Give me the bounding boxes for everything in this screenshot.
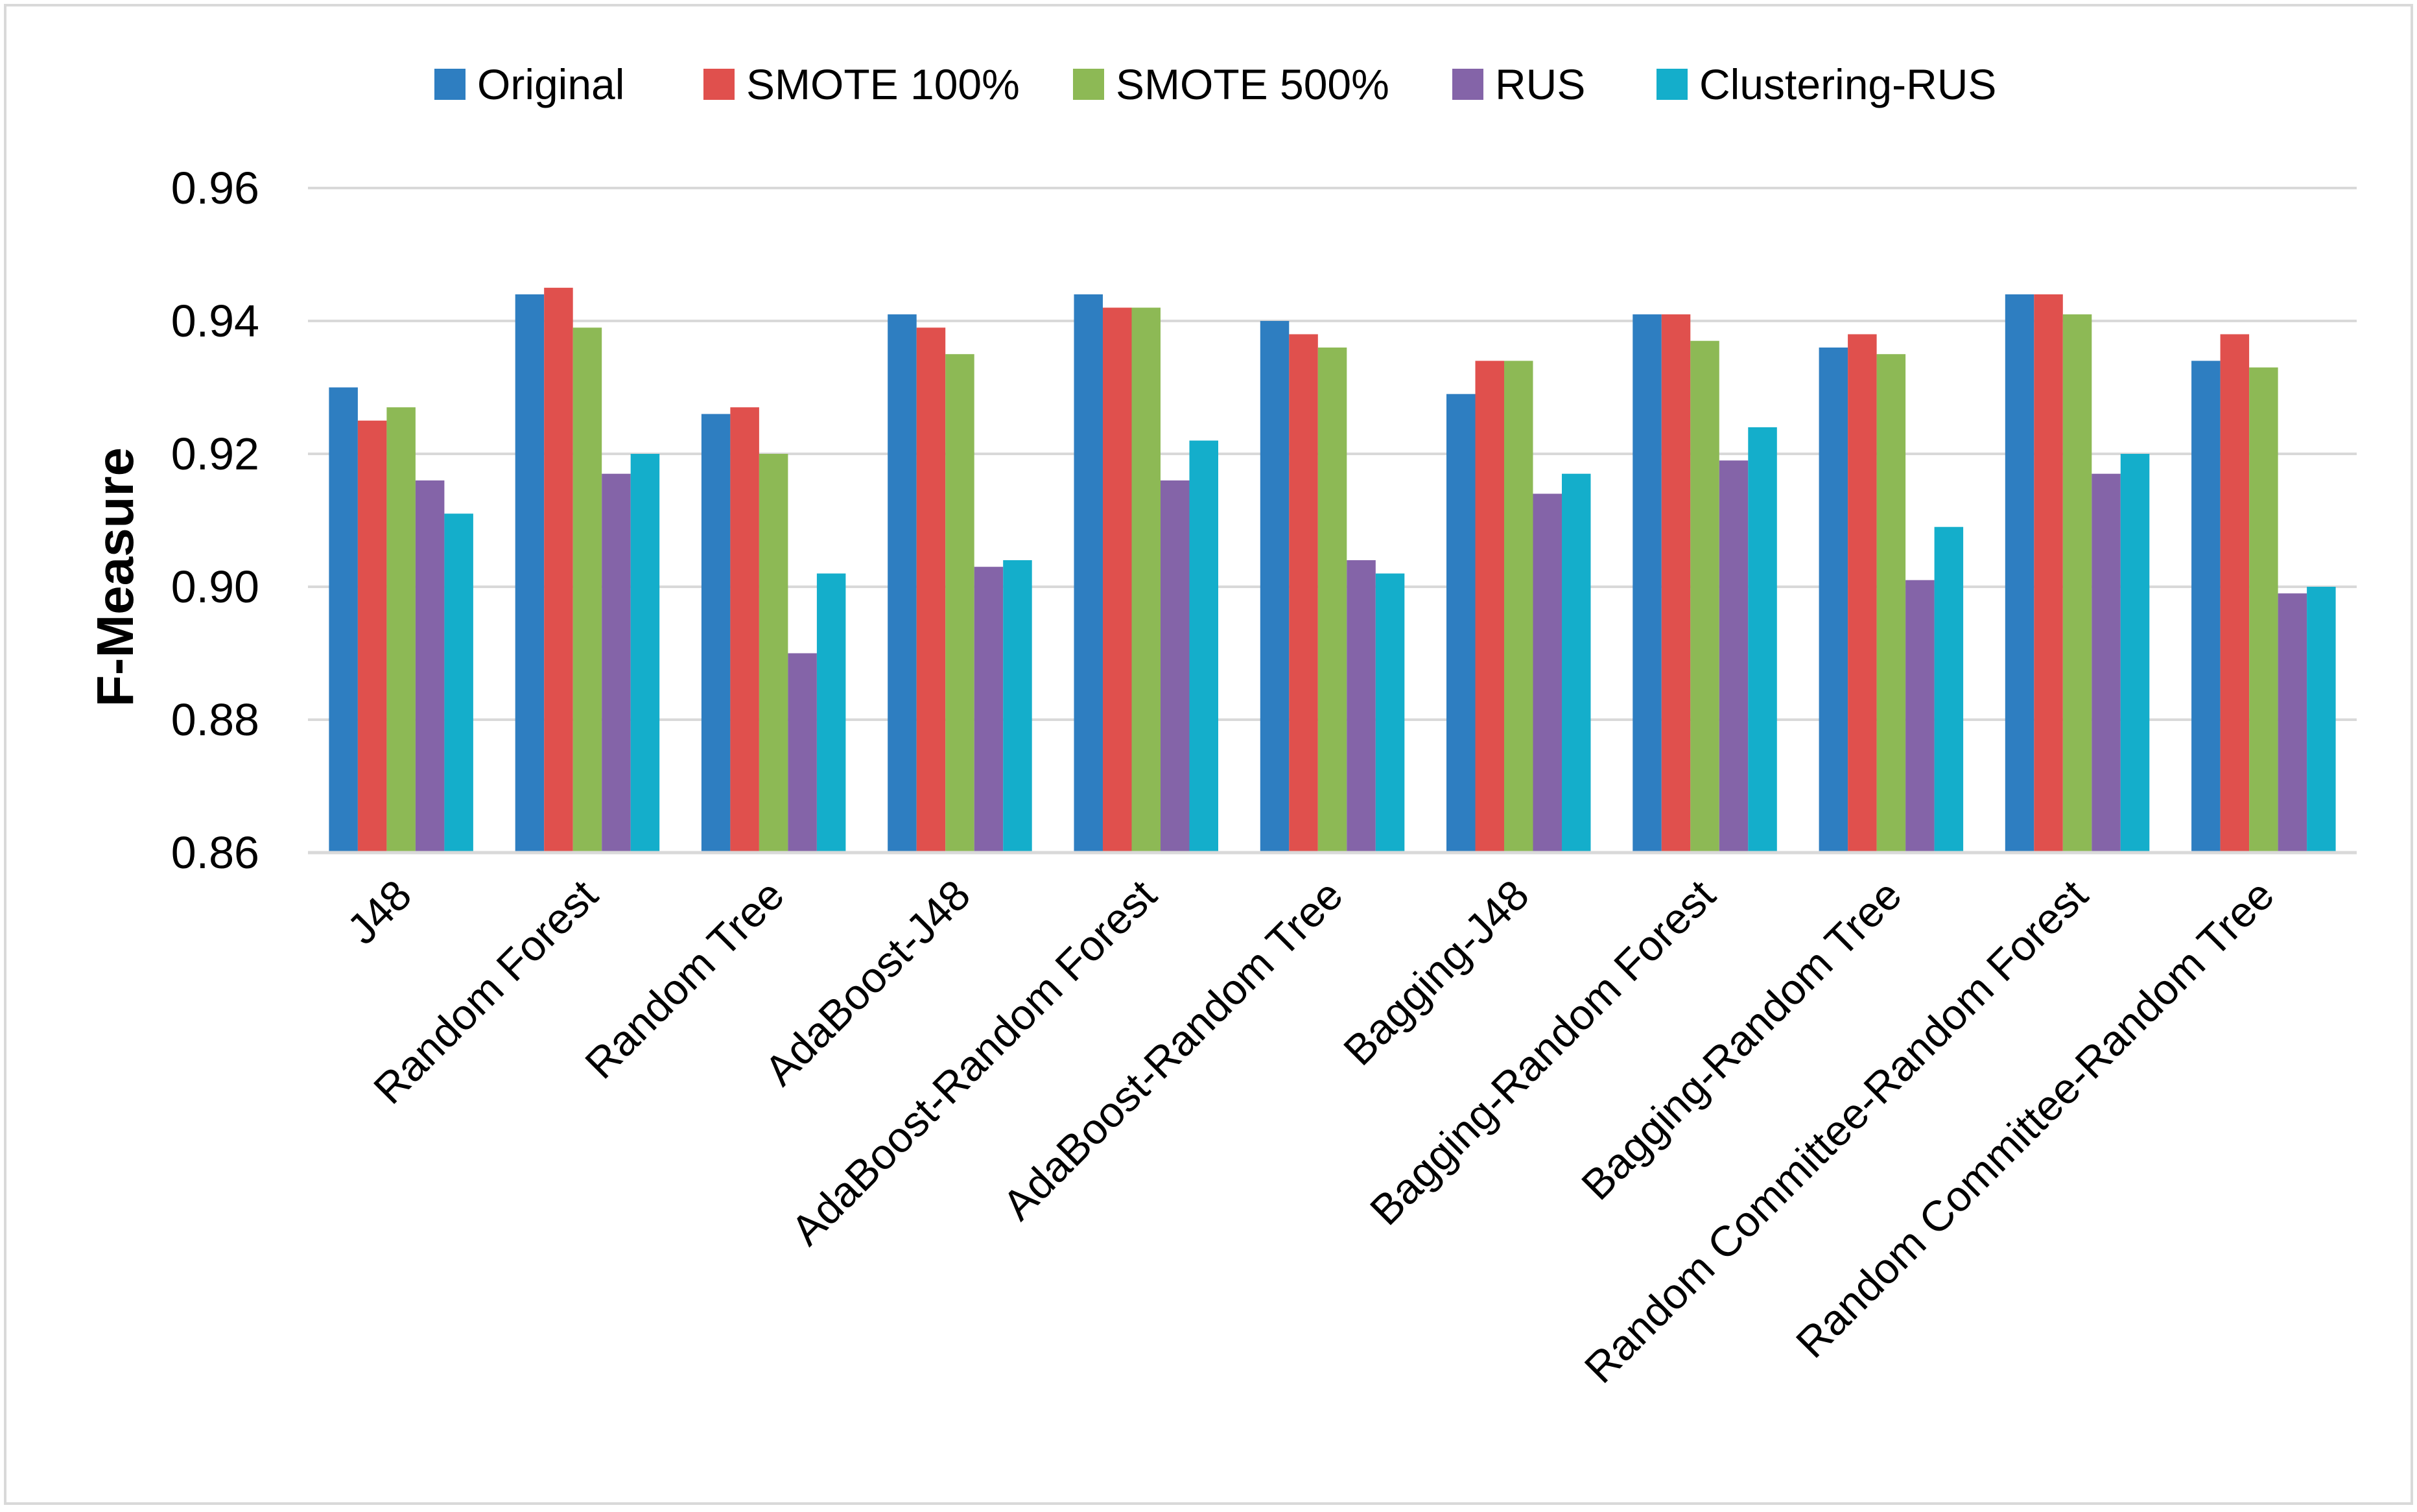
bar-original-5 (1260, 321, 1290, 853)
y-tick-label: 0.90 (171, 561, 259, 612)
bar-smote-100--7 (1661, 314, 1691, 853)
bar-clustering-rus-3 (1003, 560, 1032, 853)
bar-smote-500--0 (386, 407, 416, 853)
bar-original-1 (515, 294, 545, 853)
bar-smote-500--5 (1317, 348, 1347, 853)
y-tick-label: 0.96 (171, 163, 259, 213)
y-axis-label: F-Measure (86, 447, 144, 707)
legend-label: Clustering-RUS (1699, 60, 1996, 108)
legend-label: RUS (1495, 60, 1585, 108)
bar-rus-0 (415, 480, 445, 853)
bar-rus-1 (602, 473, 631, 853)
bar-smote-500--3 (945, 354, 974, 853)
bar-original-4 (1074, 294, 1103, 853)
bar-smote-500--10 (2249, 367, 2278, 853)
bar-original-7 (1633, 314, 1662, 853)
bar-original-0 (329, 387, 358, 853)
bar-original-3 (888, 314, 917, 853)
bar-smote-100--6 (1475, 360, 1504, 853)
y-tick-label: 0.92 (171, 429, 259, 479)
legend-label: SMOTE 100% (746, 60, 1020, 108)
bar-clustering-rus-6 (1562, 473, 1591, 853)
y-tick-label: 0.86 (171, 827, 259, 878)
bar-rus-9 (2092, 473, 2121, 853)
bar-rus-10 (2278, 593, 2307, 853)
y-tick-label: 0.94 (171, 296, 259, 346)
bar-clustering-rus-10 (2307, 587, 2336, 853)
y-tick-label: 0.88 (171, 694, 259, 745)
bar-smote-100--3 (916, 327, 946, 853)
bar-original-9 (2005, 294, 2034, 853)
bar-original-10 (2191, 360, 2221, 853)
bar-original-8 (1819, 348, 1848, 853)
bar-smote-100--5 (1289, 334, 1318, 853)
bar-clustering-rus-2 (816, 573, 846, 853)
bars (329, 287, 2336, 853)
bar-rus-3 (974, 567, 1004, 853)
legend-label: Original (477, 60, 624, 108)
legend-swatch (434, 69, 466, 100)
bar-smote-100--1 (544, 287, 573, 853)
bar-smote-500--9 (2062, 314, 2092, 853)
bar-clustering-rus-0 (444, 514, 473, 853)
bar-clustering-rus-8 (1934, 526, 1964, 853)
bar-original-6 (1446, 394, 1476, 853)
legend-label: SMOTE 500% (1116, 60, 1389, 108)
bar-rus-4 (1161, 480, 1190, 853)
bar-smote-100--2 (730, 407, 759, 853)
bar-smote-500--8 (1876, 354, 1906, 853)
bar-rus-2 (788, 653, 817, 853)
bar-smote-100--0 (357, 420, 387, 853)
bar-smote-100--8 (1848, 334, 1877, 853)
legend-swatch (1073, 69, 1104, 100)
bar-smote-100--10 (2220, 334, 2250, 853)
bar-rus-6 (1533, 493, 1562, 853)
legend-swatch (1657, 69, 1688, 100)
bar-smote-500--6 (1504, 360, 1533, 853)
bar-clustering-rus-9 (2120, 454, 2150, 853)
bar-rus-7 (1719, 460, 1749, 853)
bar-smote-500--4 (1131, 307, 1161, 853)
bar-clustering-rus-4 (1189, 440, 1218, 853)
legend-swatch (703, 69, 735, 100)
legend-swatch (1452, 69, 1483, 100)
bar-clustering-rus-1 (630, 454, 660, 853)
bar-smote-500--1 (572, 327, 602, 853)
bar-original-2 (701, 414, 731, 853)
legend: Original SMOTE 100% SMOTE 500% RUS Clusterin… (434, 60, 1996, 108)
bar-smote-500--2 (759, 454, 788, 853)
bar-smote-100--9 (2034, 294, 2063, 853)
bar-rus-5 (1347, 560, 1376, 853)
bar-smote-500--7 (1690, 340, 1719, 853)
bar-rus-8 (1905, 580, 1935, 853)
bar-clustering-rus-5 (1375, 573, 1405, 853)
bar-smote-100--4 (1103, 307, 1132, 853)
bar-clustering-rus-7 (1748, 427, 1777, 853)
